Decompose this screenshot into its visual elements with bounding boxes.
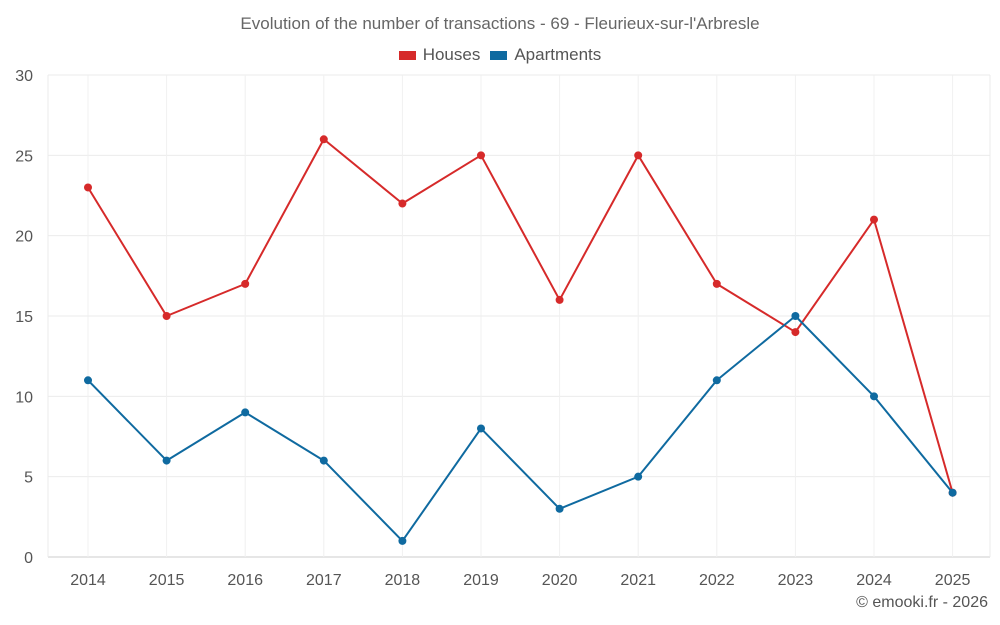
series-line-houses [87, 138, 954, 494]
data-point-houses[interactable] [162, 312, 171, 320]
data-point-houses[interactable] [319, 135, 328, 144]
y-tick-label: 25 [15, 148, 33, 165]
data-point-houses[interactable] [870, 215, 878, 224]
data-point-apartments[interactable] [712, 376, 721, 385]
data-point-apartments[interactable] [948, 488, 957, 497]
x-tick-label: 2014 [70, 572, 106, 589]
x-tick-label: 2021 [620, 572, 656, 589]
data-point-houses[interactable] [555, 295, 564, 304]
data-point-apartments[interactable] [398, 536, 407, 545]
data-point-apartments[interactable] [241, 408, 250, 417]
x-tick-label: 2023 [778, 572, 814, 589]
credit-text: © emooki.fr - 2026 [856, 594, 988, 611]
legend-item-apartments[interactable]: Apartments [490, 45, 601, 65]
y-tick-label: 0 [24, 550, 33, 567]
grid [47, 74, 991, 558]
data-point-houses[interactable] [712, 279, 721, 288]
legend-swatch-houses [398, 50, 416, 60]
data-point-apartments[interactable] [555, 504, 564, 513]
legend-label-apartments: Apartments [514, 45, 602, 64]
x-tick-label: 2020 [542, 572, 578, 589]
x-tick-label: 2024 [856, 572, 892, 589]
data-point-apartments[interactable] [162, 456, 171, 465]
x-tick-label: 2025 [935, 572, 971, 589]
data-point-houses[interactable] [84, 183, 92, 192]
data-point-apartments[interactable] [477, 424, 485, 433]
x-tick-label: 2016 [227, 572, 263, 589]
data-point-houses[interactable] [477, 151, 485, 160]
series-line-apartments [87, 315, 954, 542]
data-point-apartments[interactable] [791, 312, 800, 320]
x-tick-label: 2015 [149, 572, 185, 589]
x-tick-label: 2019 [463, 572, 499, 589]
series-apartments [84, 312, 957, 545]
legend-item-houses[interactable]: Houses [398, 45, 481, 65]
legend-swatch-apartments [490, 50, 508, 60]
data-point-apartments[interactable] [319, 456, 328, 465]
y-tick-label: 15 [15, 309, 33, 326]
data-point-apartments[interactable] [634, 472, 643, 481]
legend-label-houses: Houses [422, 45, 481, 64]
data-point-houses[interactable] [791, 328, 800, 337]
chart-title: Evolution of the number of transactions … [240, 14, 760, 33]
y-tick-label: 20 [15, 229, 33, 246]
data-point-houses[interactable] [398, 199, 407, 208]
data-point-houses[interactable] [241, 279, 250, 288]
x-tick-label: 2018 [385, 572, 421, 589]
y-tick-label: 30 [15, 68, 33, 85]
y-tick-label: 10 [15, 389, 33, 406]
x-tick-label: 2017 [306, 572, 342, 589]
y-tick-label: 5 [24, 470, 33, 487]
data-point-apartments[interactable] [870, 392, 878, 401]
series [84, 135, 957, 545]
chart-legend: Houses Apartments [0, 45, 1000, 65]
data-point-apartments[interactable] [84, 376, 92, 385]
x-tick-label: 2022 [699, 572, 735, 589]
data-point-houses[interactable] [634, 151, 643, 160]
